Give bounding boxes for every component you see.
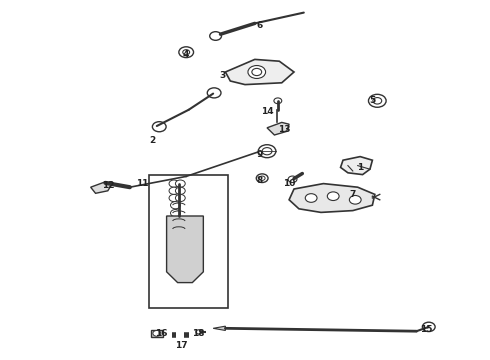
- Text: 5: 5: [369, 96, 375, 105]
- Circle shape: [256, 174, 268, 183]
- Text: 16: 16: [155, 328, 168, 338]
- Circle shape: [183, 50, 190, 55]
- Text: 1: 1: [357, 163, 363, 172]
- Text: 6: 6: [257, 21, 263, 30]
- Circle shape: [327, 192, 339, 201]
- Polygon shape: [341, 157, 372, 175]
- Circle shape: [274, 98, 282, 104]
- Text: 17: 17: [175, 341, 188, 350]
- Text: 12: 12: [101, 181, 114, 190]
- Circle shape: [171, 202, 180, 209]
- Circle shape: [179, 47, 194, 58]
- Circle shape: [305, 194, 317, 202]
- Circle shape: [169, 187, 179, 194]
- Bar: [149, 175, 228, 308]
- Text: 10: 10: [283, 179, 295, 188]
- Circle shape: [171, 225, 180, 233]
- Polygon shape: [167, 216, 203, 283]
- Polygon shape: [91, 182, 113, 193]
- Polygon shape: [289, 184, 375, 212]
- Circle shape: [373, 98, 382, 104]
- Text: 8: 8: [257, 176, 263, 185]
- Circle shape: [175, 187, 185, 194]
- Circle shape: [259, 176, 265, 180]
- Circle shape: [252, 68, 262, 76]
- Polygon shape: [267, 122, 289, 135]
- Text: 15: 15: [420, 325, 433, 334]
- Circle shape: [152, 122, 166, 132]
- Circle shape: [258, 145, 276, 158]
- Polygon shape: [225, 59, 294, 85]
- Circle shape: [171, 210, 180, 217]
- Text: 3: 3: [220, 71, 226, 80]
- Circle shape: [169, 194, 179, 202]
- Text: 14: 14: [261, 107, 273, 116]
- Text: 9: 9: [256, 150, 263, 159]
- Circle shape: [210, 32, 221, 40]
- Bar: [151, 330, 163, 337]
- Circle shape: [196, 330, 202, 334]
- Circle shape: [171, 233, 180, 240]
- Circle shape: [368, 94, 386, 107]
- Circle shape: [207, 88, 221, 98]
- Circle shape: [422, 322, 435, 332]
- Text: 13: 13: [278, 125, 291, 134]
- Text: 18: 18: [192, 328, 205, 338]
- Circle shape: [175, 180, 185, 187]
- Circle shape: [171, 217, 180, 225]
- Circle shape: [262, 148, 272, 155]
- Text: 4: 4: [183, 50, 190, 59]
- Circle shape: [248, 66, 266, 78]
- Text: 7: 7: [349, 190, 356, 199]
- Circle shape: [169, 180, 179, 187]
- Circle shape: [349, 195, 361, 204]
- Text: 11: 11: [136, 179, 148, 188]
- Circle shape: [175, 194, 185, 202]
- Circle shape: [153, 330, 161, 336]
- Circle shape: [288, 176, 297, 183]
- Text: 2: 2: [149, 136, 155, 145]
- Polygon shape: [213, 326, 225, 330]
